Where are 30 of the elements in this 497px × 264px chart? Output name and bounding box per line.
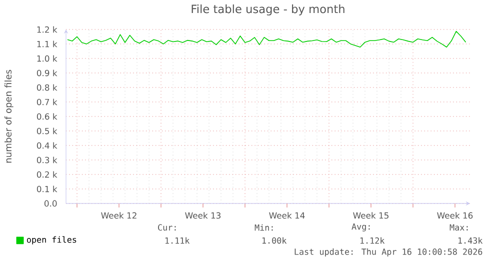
x-tick-label: Week 14	[269, 212, 305, 218]
text: Avg:	[352, 223, 370, 232]
y-tick-label: 1.1 k	[37, 40, 58, 47]
y-tick-label: 0.2 k	[36, 170, 58, 178]
y-axis-title: number of open files	[4, 70, 14, 162]
y-tick-label: 0.1 k	[36, 185, 58, 192]
y-tick-label: 1.2 k	[37, 26, 58, 32]
text: Max:	[450, 224, 468, 230]
x-tick-label: Week 12	[101, 212, 136, 218]
legend-label: open files	[26, 236, 76, 244]
text: Min:	[254, 224, 273, 230]
chart-title: File table usage - by month	[192, 4, 344, 16]
text: Cur:	[158, 224, 176, 230]
text: 1.11k	[165, 237, 190, 244]
x-tick-label: Week 13	[185, 212, 221, 218]
y-tick-label: 0.0	[44, 200, 57, 206]
text: Last update: Thu Apr 16 10:00:58 2026	[294, 248, 482, 256]
y-tick-label: 0.8 k	[36, 84, 58, 90]
y-tick-label: 0.5 k	[36, 127, 58, 134]
text: 1.00k	[262, 236, 287, 244]
y-tick-label: 0.4 k	[36, 142, 58, 148]
y-tick-label: 1.0 k	[37, 54, 58, 62]
y-tick-label: 0.3 k	[36, 156, 58, 163]
x-tick-label: Week 15	[353, 212, 388, 218]
y-tick-label: 0.6 k	[36, 112, 58, 120]
text: 1.43k	[458, 236, 483, 244]
x-tick-label: Week 16	[437, 212, 473, 218]
y-tick-label: 0.7 k	[36, 98, 58, 105]
y-tick-label: 0.9 k	[36, 69, 58, 76]
text: 1.12k	[360, 237, 385, 244]
